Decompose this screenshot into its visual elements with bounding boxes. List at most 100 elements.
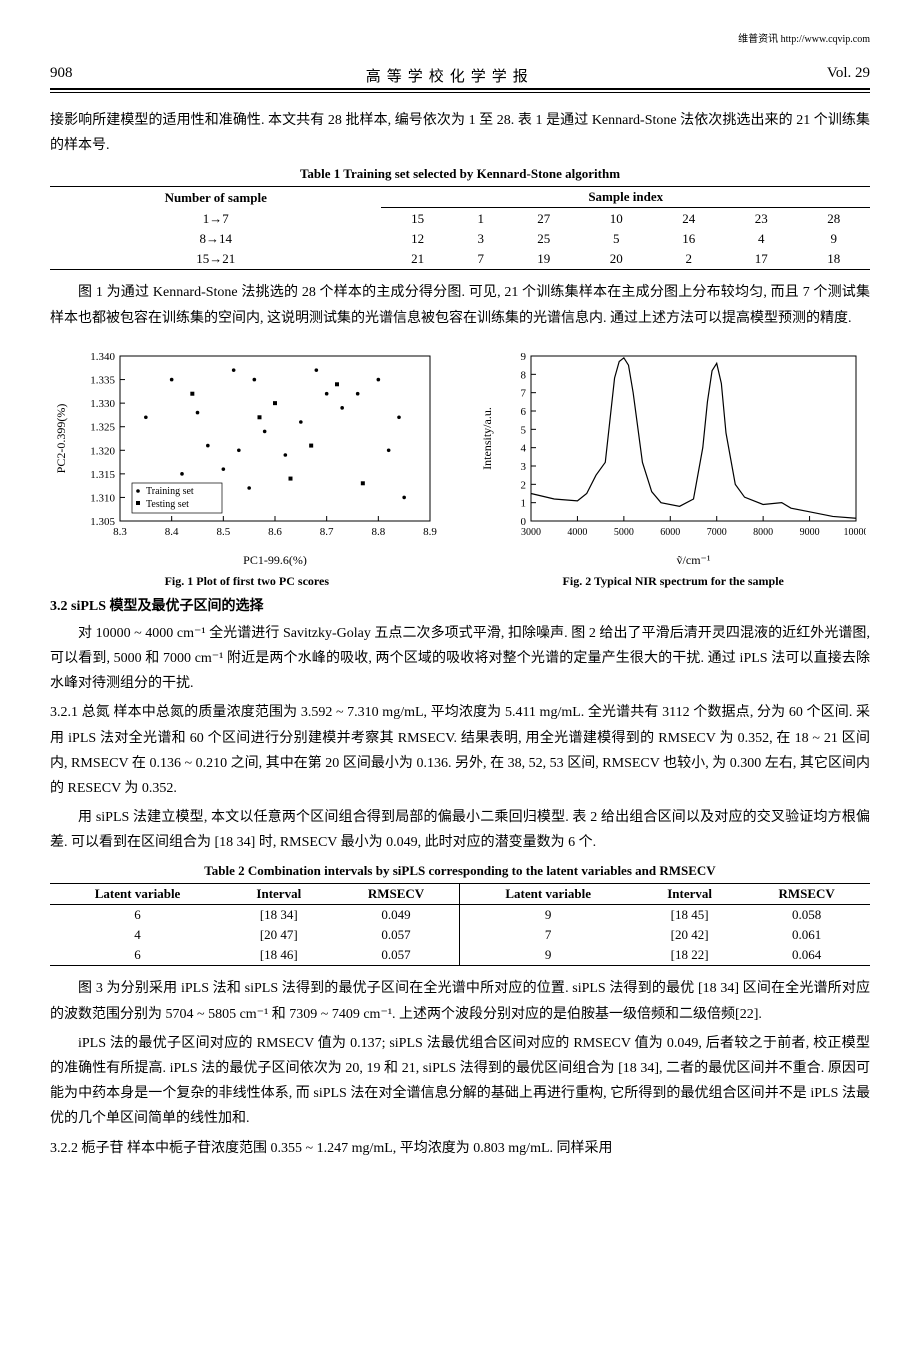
table2-cell: [20 42] [636,925,743,945]
fig2-svg: 3000400050006000700080009000100000123456… [476,346,866,566]
table1-cell: 9 [797,229,870,249]
paragraph-4: 3.2.1 总氮 样本中总氮的质量浓度范围为 3.592 ~ 7.310 mg/… [50,700,870,801]
page-number: 908 [50,65,73,86]
table2-cell: 0.061 [743,925,870,945]
table1-row-label: 15→21 [50,249,381,270]
paragraph-7: iPLS 法的最优子区间对应的 RMSECV 值为 0.137; siPLS 法… [50,1031,870,1132]
table-1: Number of sample Sample index 1→71512710… [50,186,870,270]
fig2-caption: Fig. 2 Typical NIR spectrum for the samp… [476,574,870,589]
svg-text:1.340: 1.340 [90,351,115,363]
table1-title: Table 1 Training set selected by Kennard… [50,166,870,182]
table2-cell: 0.049 [333,905,460,926]
svg-text:Training set: Training set [146,486,194,497]
svg-text:6: 6 [521,406,527,418]
table1-cell: 21 [381,249,453,270]
table1-cell: 27 [508,209,580,229]
svg-text:1.320: 1.320 [90,445,115,457]
svg-text:8.8: 8.8 [371,526,385,538]
svg-text:Testing set: Testing set [146,499,189,510]
table1-cell: 25 [508,229,580,249]
table2-title: Table 2 Combination intervals by siPLS c… [50,863,870,879]
svg-text:5: 5 [521,424,527,436]
svg-text:8: 8 [521,369,527,381]
table2-header: Latent variable [50,884,225,905]
table1-cell: 20 [580,249,652,270]
svg-text:ṽ/cm⁻¹: ṽ/cm⁻¹ [677,553,711,566]
figure-2: 3000400050006000700080009000100000123456… [476,346,870,589]
svg-text:1.335: 1.335 [90,374,115,386]
svg-text:Intensity/a.u.: Intensity/a.u. [480,407,494,470]
svg-text:8.5: 8.5 [216,526,230,538]
figures-row: 8.38.48.58.68.78.88.91.3051.3101.3151.32… [50,346,870,589]
svg-text:1.330: 1.330 [90,398,115,410]
table2-cell: 7 [460,925,636,945]
svg-text:5000: 5000 [614,527,634,538]
table2-header: RMSECV [743,884,870,905]
table2-cell: [18 22] [636,945,743,966]
svg-text:1.325: 1.325 [90,421,115,433]
fig1-svg: 8.38.48.58.68.78.88.91.3051.3101.3151.32… [50,346,440,566]
svg-text:PC1-99.6(%): PC1-99.6(%) [243,553,307,566]
table1-cell: 3 [454,229,508,249]
table2-cell: 6 [50,905,225,926]
table2-header: RMSECV [333,884,460,905]
svg-text:8.9: 8.9 [423,526,437,538]
svg-text:3000: 3000 [521,527,541,538]
table1-cell: 28 [797,209,870,229]
svg-text:1.305: 1.305 [90,516,115,528]
svg-text:4000: 4000 [568,527,588,538]
svg-text:8000: 8000 [754,527,774,538]
svg-text:8.4: 8.4 [165,526,179,538]
table2-cell: [18 46] [225,945,332,966]
table1-cell: 10 [580,209,652,229]
table2-cell: [20 47] [225,925,332,945]
svg-text:10000: 10000 [844,527,867,538]
table1-cell: 19 [508,249,580,270]
table2-cell: 0.057 [333,945,460,966]
svg-text:7: 7 [521,387,527,399]
svg-text:9000: 9000 [800,527,820,538]
paragraph-2: 图 1 为通过 Kennard-Stone 法挑选的 28 个样本的主成分得分图… [50,280,870,330]
table1-cell: 15 [381,209,453,229]
section-3-2: 3.2 siPLS 模型及最优子区间的选择 [50,595,870,615]
svg-text:7000: 7000 [707,527,727,538]
paragraph-8: 3.2.2 栀子苷 样本中栀子苷浓度范围 0.355 ~ 1.247 mg/mL… [50,1136,870,1161]
svg-text:9: 9 [521,351,527,363]
journal-title: 高等学校化学学报 [366,65,534,86]
table2-cell: [18 45] [636,905,743,926]
paragraph-1: 接影响所建模型的适用性和准确性. 本文共有 28 批样本, 编号依次为 1 至 … [50,108,870,158]
table1-row-label: 1→7 [50,209,381,229]
table1-cell: 24 [653,209,725,229]
table2-cell: 6 [50,945,225,966]
table-2: Latent variableIntervalRMSECVLatent vari… [50,883,870,966]
paragraph-6: 图 3 为分别采用 iPLS 法和 siPLS 法得到的最优子区间在全光谱中所对… [50,976,870,1026]
table1-cell: 1 [454,209,508,229]
table1-header-left: Number of sample [50,187,381,210]
svg-text:PC2-0.399(%): PC2-0.399(%) [54,403,68,473]
paragraph-5: 用 siPLS 法建立模型, 本文以任意两个区间组合得到局部的偏最小二乘回归模型… [50,805,870,855]
table1-cell: 2 [653,249,725,270]
table1-cell: 23 [725,209,797,229]
svg-text:8.7: 8.7 [320,526,334,538]
volume-label: Vol. 29 [827,65,870,86]
table1-cell: 7 [454,249,508,270]
svg-text:4: 4 [521,442,527,454]
table2-cell: 0.064 [743,945,870,966]
svg-text:3: 3 [521,461,527,473]
table1-cell: 17 [725,249,797,270]
table1-header-right: Sample index [381,187,870,208]
table2-cell: 4 [50,925,225,945]
fig1-caption: Fig. 1 Plot of first two PC scores [50,574,444,589]
svg-text:8.3: 8.3 [113,526,127,538]
table2-header: Latent variable [460,884,636,905]
table2-cell: 0.058 [743,905,870,926]
table2-cell: 9 [460,945,636,966]
table1-cell: 18 [797,249,870,270]
table2-cell: 9 [460,905,636,926]
svg-text:0: 0 [521,516,527,528]
svg-text:6000: 6000 [661,527,681,538]
table1-cell: 16 [653,229,725,249]
svg-text:1.315: 1.315 [90,469,115,481]
figure-1: 8.38.48.58.68.78.88.91.3051.3101.3151.32… [50,346,444,589]
svg-text:1.310: 1.310 [90,492,115,504]
